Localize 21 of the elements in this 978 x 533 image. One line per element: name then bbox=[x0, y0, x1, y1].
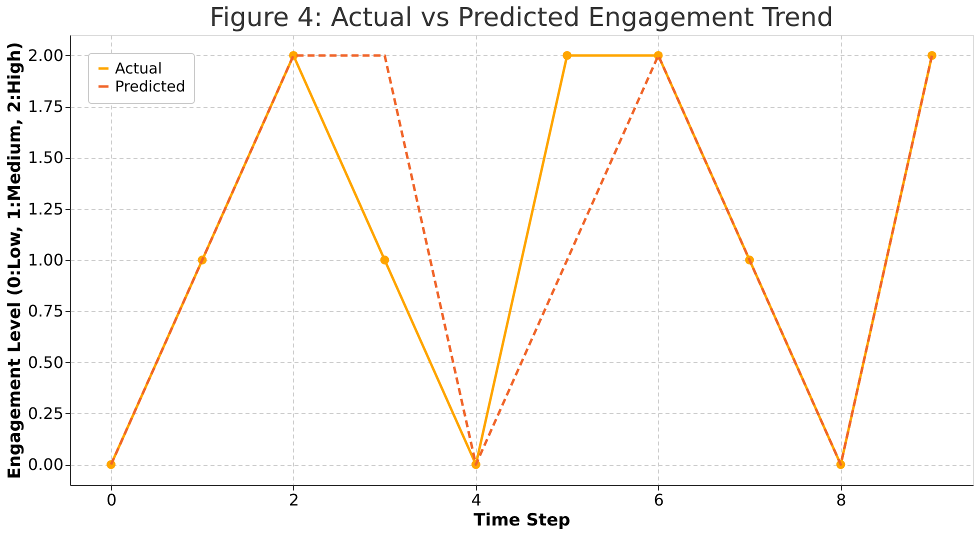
x-tick-label: 6 bbox=[654, 490, 664, 510]
y-axis-title: Engagement Level (0:Low, 1:Medium, 2:High) bbox=[4, 42, 25, 480]
x-tick-label: 2 bbox=[288, 490, 300, 510]
y-tick-label: 0.50 bbox=[28, 352, 64, 372]
x-tick-label: 0 bbox=[106, 490, 117, 510]
y-tick-label: 2.00 bbox=[28, 46, 64, 65]
y-tick-label: 1.25 bbox=[28, 199, 64, 218]
chart-title: Figure 4: Actual vs Predicted Engagement Trend bbox=[210, 3, 834, 33]
legend-label: Predicted bbox=[115, 78, 186, 96]
point bbox=[380, 256, 390, 264]
point bbox=[562, 50, 572, 60]
legend-label: Actual bbox=[115, 60, 162, 78]
y-tick-label: 0.00 bbox=[28, 455, 64, 474]
y-tick-label: 1.50 bbox=[28, 148, 64, 168]
y-tick-label: 0.25 bbox=[28, 404, 64, 423]
x-axis-title: Time Step bbox=[474, 510, 570, 530]
y-tick-label: 0.75 bbox=[28, 302, 64, 321]
x-tick-label: 4 bbox=[471, 490, 482, 510]
y-tick-label: 1.00 bbox=[28, 250, 64, 270]
x-tick-label: 8 bbox=[836, 490, 846, 510]
y-tick-label: 1.75 bbox=[28, 97, 64, 116]
